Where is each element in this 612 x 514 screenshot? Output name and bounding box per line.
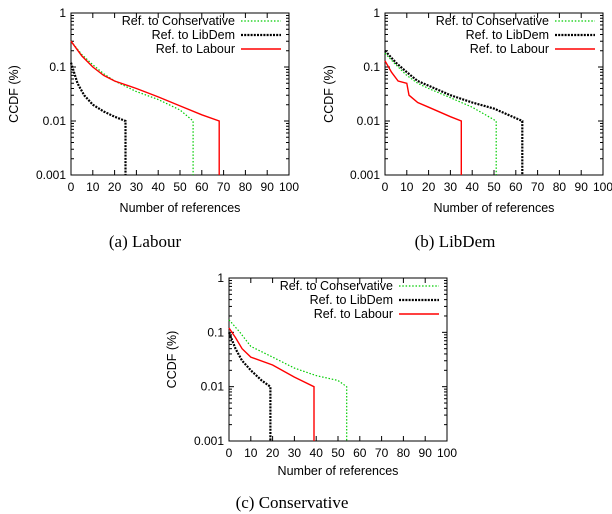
x-tick-label: 60 (509, 180, 523, 194)
x-tick-label: 0 (382, 180, 389, 194)
y-tick-label: 1 (217, 271, 224, 285)
legend-label: Ref. to Conservative (280, 279, 393, 293)
series-line (69, 62, 127, 175)
series-line (227, 331, 272, 441)
y-axis-label: CCDF (%) (322, 65, 336, 123)
y-tick-label: 0.001 (36, 168, 66, 182)
x-tick-label: 20 (266, 446, 280, 460)
y-tick-label: 0.1 (207, 325, 224, 339)
x-tick-label: 20 (422, 180, 436, 194)
series-line (70, 40, 194, 175)
x-tick-label: 90 (261, 180, 275, 194)
legend-label: Ref. to LibDem (152, 28, 235, 42)
subfigure-caption: (a) Labour (109, 232, 182, 251)
x-tick-label: 10 (86, 180, 100, 194)
x-tick-label: 100 (437, 446, 457, 460)
x-tick-label: 60 (195, 180, 209, 194)
series-line (384, 52, 497, 175)
x-tick-label: 100 (593, 180, 612, 194)
series-line (384, 49, 524, 175)
x-tick-label: 30 (444, 180, 458, 194)
x-tick-label: 80 (239, 180, 253, 194)
y-tick-label: 0.001 (350, 168, 380, 182)
x-tick-label: 80 (553, 180, 567, 194)
x-tick-label: 0 (226, 446, 233, 460)
x-tick-label: 60 (353, 446, 367, 460)
y-tick-label: 0.01 (201, 380, 225, 394)
y-tick-label: 0.1 (49, 60, 66, 74)
x-tick-label: 40 (310, 446, 324, 460)
x-axis-label: Number of references (120, 201, 241, 215)
y-axis-label: CCDF (%) (7, 65, 21, 123)
y-tick-label: 0.1 (363, 60, 380, 74)
x-tick-label: 70 (217, 180, 231, 194)
y-axis-label: CCDF (%) (165, 331, 179, 389)
legend-label: Ref. to Labour (314, 307, 393, 321)
x-axis-label: Number of references (434, 201, 555, 215)
x-tick-label: 50 (487, 180, 501, 194)
x-tick-label: 70 (375, 446, 389, 460)
x-tick-label: 80 (397, 446, 411, 460)
x-tick-label: 90 (575, 180, 589, 194)
x-tick-label: 0 (68, 180, 75, 194)
series-line (384, 60, 462, 175)
legend-label: Ref. to Labour (156, 42, 235, 56)
x-tick-label: 70 (531, 180, 545, 194)
series-line (228, 327, 315, 441)
series-line (228, 319, 348, 441)
legend-label: Ref. to LibDem (310, 293, 393, 307)
x-tick-label: 40 (152, 180, 166, 194)
legend-label: Ref. to Labour (470, 42, 549, 56)
subfigure-caption: (c) Conservative (236, 493, 349, 512)
x-tick-label: 10 (400, 180, 414, 194)
series-line (70, 40, 220, 175)
y-tick-label: 0.01 (357, 114, 381, 128)
y-tick-label: 1 (59, 6, 66, 20)
x-tick-label: 20 (108, 180, 122, 194)
x-tick-label: 30 (288, 446, 302, 460)
x-tick-label: 90 (419, 446, 433, 460)
x-tick-label: 40 (466, 180, 480, 194)
legend-label: Ref. to Conservative (122, 14, 235, 28)
subfigure-caption: (b) LibDem (415, 232, 496, 251)
x-tick-label: 50 (331, 446, 345, 460)
y-tick-label: 0.001 (194, 434, 224, 448)
legend-label: Ref. to LibDem (466, 28, 549, 42)
legend-label: Ref. to Conservative (436, 14, 549, 28)
x-axis-label: Number of references (278, 464, 399, 478)
x-tick-label: 50 (173, 180, 187, 194)
x-tick-label: 10 (244, 446, 258, 460)
x-tick-label: 100 (279, 180, 299, 194)
y-tick-label: 1 (373, 6, 380, 20)
y-tick-label: 0.01 (43, 114, 67, 128)
x-tick-label: 30 (130, 180, 144, 194)
